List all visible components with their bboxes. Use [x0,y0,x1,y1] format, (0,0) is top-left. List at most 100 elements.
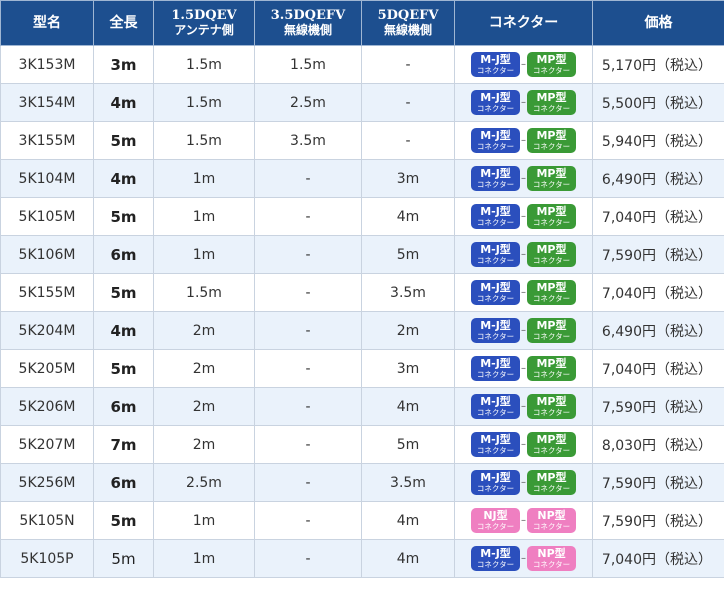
connector-separator: – [521,362,526,374]
connector-type: MP型 [536,242,567,256]
connector-sub: コネクター [532,445,571,455]
connector-sub: コネクター [476,369,515,379]
connector-separator: – [521,58,526,70]
connector-badge-right: MP型 コネクター [527,470,576,495]
connector-type: MP型 [536,128,567,142]
cable-2-cell: - [254,159,362,198]
connector-type: MP型 [536,356,567,370]
price-cell: 7,590円（税込） [592,501,724,540]
header-connector: コネクター [454,0,593,46]
table-row: 5K204M 4m 2m -2m M-J型 コネクター – MP型 コネクター 6,490円（税込… [0,311,724,350]
cable-1-cell: 1.5m [153,121,255,160]
connector-sub: コネクター [532,103,571,113]
connector-cell: M-J型 コネクター – MP型 コネクター [454,387,593,426]
table-row: 5K105P 5m 1m -4m M-J型 コネクター – NP型 コネクター 7,040円（税込… [0,539,724,578]
cable-2-cell: - [254,539,362,578]
connector-type: MP型 [536,52,567,66]
connector-cell: M-J型 コネクター – MP型 コネクター [454,425,593,464]
cable-2-cell: 2.5m [254,83,362,122]
connector-cell: NJ型 コネクター – NP型 コネクター [454,501,593,540]
cable-1-cell: 1.5m [153,45,255,84]
connector-sub: コネクター [532,293,571,303]
connector-pair: M-J型 コネクター – MP型 コネクター [455,128,592,153]
connector-badge-left: M-J型 コネクター [471,204,520,229]
price-cell: 5,170円（税込） [592,45,724,84]
connector-separator: – [521,248,526,260]
connector-type: M-J型 [480,242,511,256]
connector-type: M-J型 [480,546,511,560]
connector-sub: コネクター [476,255,515,265]
cable-1-cell: 2m [153,425,255,464]
cable-3-cell: 4m [361,539,455,578]
cable-3-cell: 5m [361,235,455,274]
header-length: 全長 [93,0,154,46]
connector-type: MP型 [536,280,567,294]
connector-badge-right: MP型 コネクター [527,204,576,229]
cable-2-cell: - [254,235,362,274]
length-cell: 4m [93,311,154,350]
connector-badge-left: M-J型 コネクター [471,432,520,457]
cable-2-cell: - [254,349,362,388]
length-cell: 5m [93,121,154,160]
connector-sub: コネクター [532,483,571,493]
connector-sub: コネクター [532,65,571,75]
connector-badge-right: MP型 コネクター [527,90,576,115]
table-row: 5K106M 6m 1m -5m M-J型 コネクター – MP型 コネクター 7,590円（税込… [0,235,724,274]
cable-3-cell: 4m [361,387,455,426]
connector-badge-right: MP型 コネクター [527,356,576,381]
cable-3-cell: - [361,83,455,122]
connector-type: MP型 [536,318,567,332]
connector-separator: – [521,134,526,146]
length-cell: 3m [93,45,154,84]
table-row: 5K256M 6m 2.5m -3.5m M-J型 コネクター – MP型 コネクター 7,590… [0,463,724,502]
connector-sub: コネクター [476,445,515,455]
cable-1-cell: 2.5m [153,463,255,502]
cable-2-cell: - [254,197,362,236]
connector-cell: M-J型 コネクター – NP型 コネクター [454,539,593,578]
connector-sub: コネクター [532,255,571,265]
model-cell: 5K106M [0,235,94,274]
table-row: 5K207M 7m 2m -5m M-J型 コネクター – MP型 コネクター 8,030円（税込… [0,425,724,464]
price-cell: 7,590円（税込） [592,463,724,502]
cable-3-cell: 3m [361,159,455,198]
connector-badge-right: MP型 コネクター [527,394,576,419]
model-cell: 5K205M [0,349,94,388]
connector-cell: M-J型 コネクター – MP型 コネクター [454,311,593,350]
connector-type: MP型 [536,90,567,104]
connector-badge-left: M-J型 コネクター [471,90,520,115]
connector-type: M-J型 [480,166,511,180]
cable-1-cell: 2m [153,387,255,426]
connector-pair: M-J型 コネクター – MP型 コネクター [455,90,592,115]
connector-badge-left: M-J型 コネクター [471,280,520,305]
connector-type: MP型 [536,470,567,484]
header-cable-3-name: 5DQEFV [377,8,439,23]
cable-2-cell: - [254,425,362,464]
connector-cell: M-J型 コネクター – MP型 コネクター [454,197,593,236]
cable-2-cell: 1.5m [254,45,362,84]
length-cell: 4m [93,159,154,198]
length-cell: 5m [93,501,154,540]
connector-separator: – [521,210,526,222]
cable-3-cell: 3.5m [361,463,455,502]
length-cell: 5m [93,349,154,388]
length-cell: 5m [93,197,154,236]
header-model: 型名 [0,0,94,46]
cable-1-cell: 1m [153,501,255,540]
connector-badge-left: M-J型 コネクター [471,166,520,191]
length-cell: 6m [93,235,154,274]
connector-sub: コネクター [476,521,515,531]
cable-2-cell: - [254,501,362,540]
connector-cell: M-J型 コネクター – MP型 コネクター [454,273,593,312]
connector-type: M-J型 [480,128,511,142]
connector-separator: – [521,438,526,450]
connector-cell: M-J型 コネクター – MP型 コネクター [454,159,593,198]
connector-separator: – [521,286,526,298]
connector-badge-right: MP型 コネクター [527,128,576,153]
connector-type: M-J型 [480,432,511,446]
connector-separator: – [521,400,526,412]
table-row: 5K104M 4m 1m -3m M-J型 コネクター – MP型 コネクター 6,490円（税込… [0,159,724,198]
connector-sub: コネクター [476,559,515,569]
connector-badge-right: MP型 コネクター [527,318,576,343]
connector-sub: コネクター [476,179,515,189]
price-cell: 7,040円（税込） [592,273,724,312]
